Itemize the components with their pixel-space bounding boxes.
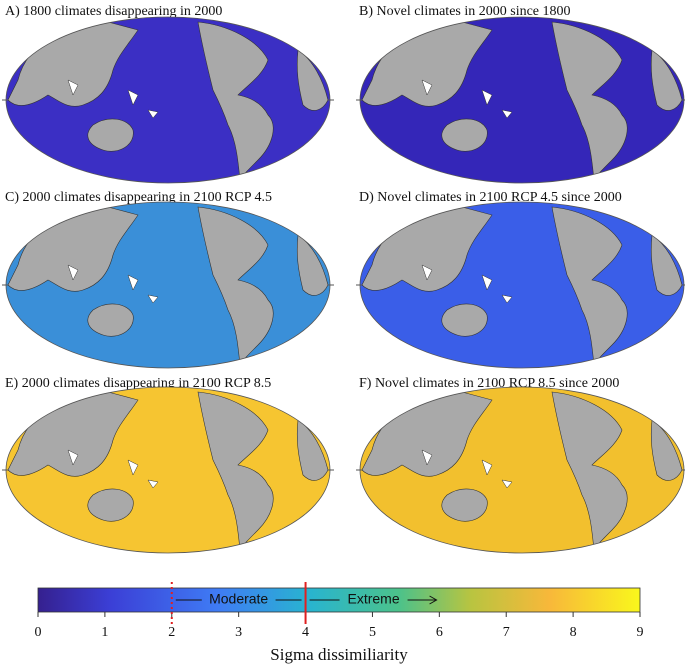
colorbar-tick-label: 1 <box>101 625 108 640</box>
panel-title: E) 2000 climates disappearing in 2100 RC… <box>5 376 271 391</box>
colorbar-tick-label: 5 <box>369 625 376 640</box>
colorbar-tick-label: 0 <box>35 625 42 640</box>
colorbar-tick-label: 2 <box>168 625 175 640</box>
map <box>6 202 330 368</box>
panel-title: C) 2000 climates disappearing in 2100 RC… <box>5 190 272 205</box>
map <box>6 17 330 183</box>
colorbar-tick-label: 4 <box>302 625 309 640</box>
colorbar-tick-label: 9 <box>637 625 644 640</box>
colorbar-tick-label: 8 <box>570 625 577 640</box>
map <box>360 202 684 368</box>
colorbar-label: Sigma dissimiliarity <box>270 645 408 664</box>
annotation: Moderate <box>209 591 268 607</box>
map <box>6 387 330 553</box>
arrow-head <box>429 595 438 605</box>
panel-title: A) 1800 climates disappearing in 2000 <box>5 4 222 19</box>
annotation: Extreme <box>347 591 399 607</box>
map <box>360 17 684 183</box>
colorbar-tick-label: 7 <box>503 625 510 640</box>
map <box>360 387 684 553</box>
colorbar-tick-label: 6 <box>436 625 443 640</box>
colorbar-tick-label: 3 <box>235 625 242 640</box>
panel-title: F) Novel climates in 2100 RCP 8.5 since … <box>359 376 619 391</box>
panel-title: B) Novel climates in 2000 since 1800 <box>359 4 571 19</box>
panel-title: D) Novel climates in 2100 RCP 4.5 since … <box>359 190 622 205</box>
